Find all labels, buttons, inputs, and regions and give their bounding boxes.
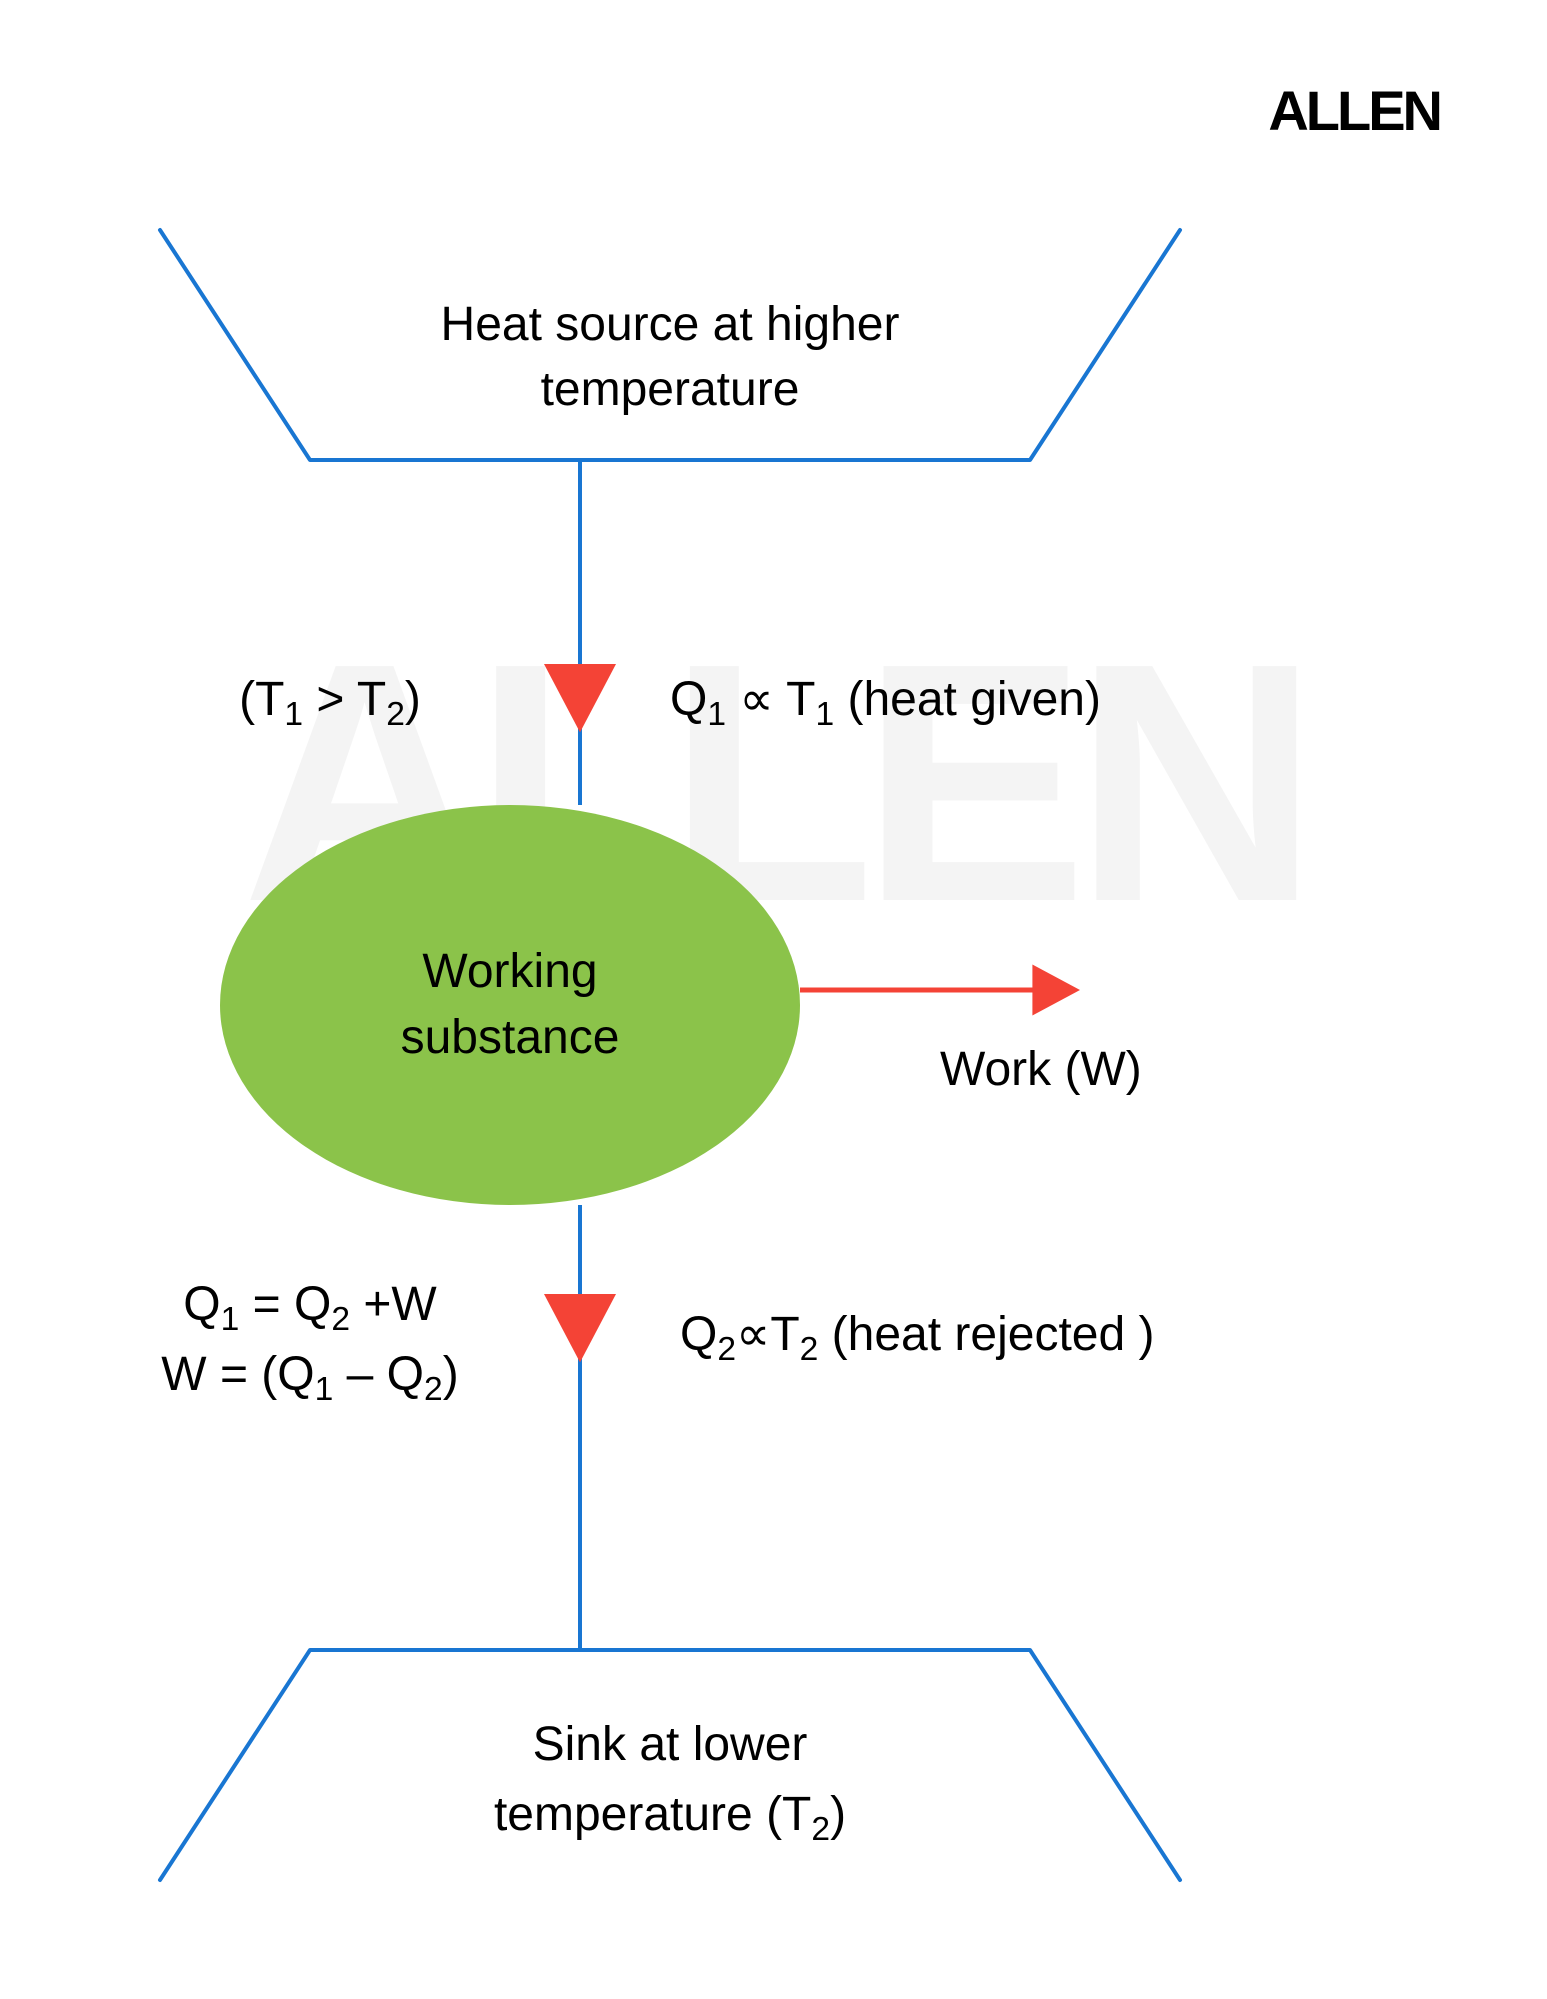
- label-q1-heat-given: Q1 ∝ T1 (heat given): [670, 673, 1101, 733]
- label-energy-balance-2: W = (Q1 – Q2): [161, 1348, 458, 1408]
- heat-source-label-1: Heat source at higher: [441, 298, 900, 351]
- brand-logo: ALLEN: [1268, 79, 1440, 142]
- heat-sink-label-1: Sink at lower: [533, 1718, 808, 1771]
- flow-arrowhead-bottom: [544, 1294, 616, 1362]
- working-substance-label-2: substance: [401, 1011, 620, 1064]
- work-label: Work (W): [940, 1043, 1142, 1096]
- heat-source-label-2: temperature: [541, 363, 800, 416]
- working-substance-ellipse: [220, 805, 800, 1205]
- working-substance-label-1: Working: [422, 945, 597, 998]
- label-energy-balance-1: Q1 = Q2 +W: [183, 1278, 437, 1338]
- heat-engine-diagram: ALLENALLENHeat source at highertemperatu…: [0, 0, 1547, 1999]
- heat-sink-label-2: temperature (T2): [494, 1788, 846, 1848]
- label-q2-heat-rejected: Q2∝T2 (heat rejected ): [680, 1308, 1155, 1368]
